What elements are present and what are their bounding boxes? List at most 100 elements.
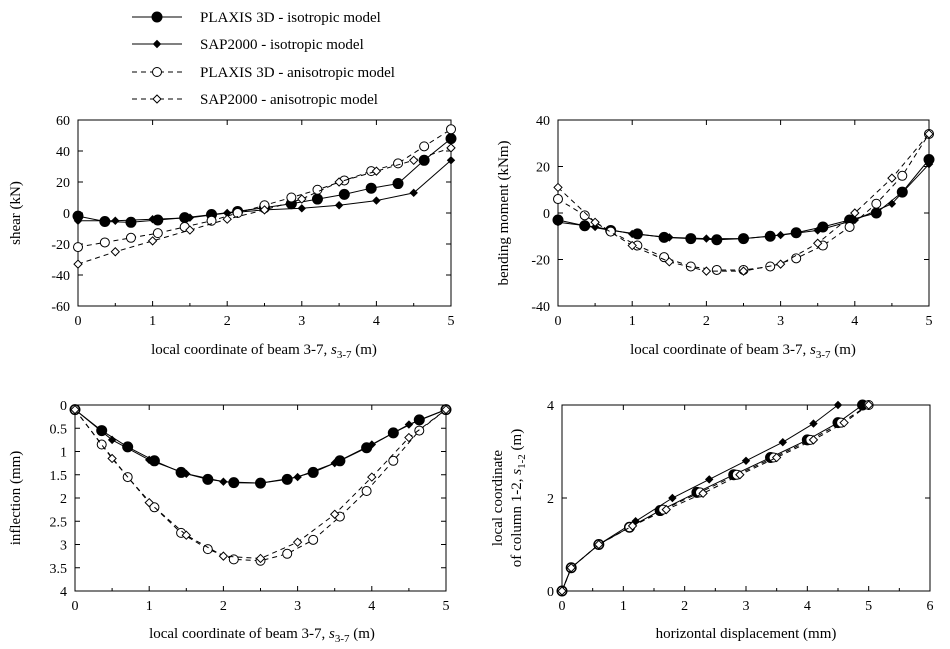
data-point [445, 133, 457, 145]
data-point [182, 469, 191, 479]
data-point [665, 233, 674, 242]
data-point [605, 226, 616, 237]
chart-shear: 0 1 2 3 4 5 -60 -40 -20 0 20 40 60 shear (kN) local … [8, 114, 457, 361]
data-point [924, 159, 934, 169]
series-line [561, 404, 863, 592]
chart-column-displacement: 0 1 2 3 4 5 6 0 2 4 local coordinate of column 1-… [490, 399, 934, 642]
data-point [408, 155, 419, 166]
x-tick-label: 4 [373, 314, 380, 329]
y-tick-label: 0.5 [50, 422, 68, 437]
data-point [702, 234, 711, 243]
y-tick-label: 60 [56, 114, 70, 129]
y-tick-label: 3.5 [50, 562, 68, 577]
y-tick-label: 1.5 [50, 469, 68, 484]
data-point [446, 156, 456, 165]
data-point [185, 213, 195, 222]
x-tick-label: 0 [559, 599, 566, 614]
data-point [668, 493, 677, 503]
legend-label: SAP2000 - isotropic model [200, 37, 364, 53]
x-tick-label: 1 [620, 599, 627, 614]
data-point [850, 215, 860, 225]
data-point [704, 475, 714, 484]
series-sap-anisotropic [557, 400, 874, 596]
data-point [334, 201, 344, 210]
data-point [775, 259, 786, 269]
data-point [627, 521, 638, 531]
data-point [334, 177, 344, 187]
data-point [70, 404, 80, 415]
legend-label: SAP2000 - anisotropic model [200, 92, 378, 108]
legend-marker [152, 94, 162, 104]
series-line [74, 409, 447, 560]
y-tick-label: 0 [543, 207, 550, 222]
data-point [282, 548, 293, 559]
data-point [553, 194, 563, 205]
data-point [850, 208, 860, 218]
data-point [222, 214, 232, 224]
data-point [698, 488, 708, 499]
data-point [338, 188, 350, 200]
data-point [409, 188, 418, 198]
data-point [738, 266, 749, 276]
data-point [812, 238, 823, 248]
y-tick-label: 20 [56, 176, 70, 191]
data-point [73, 216, 83, 225]
data-point [144, 497, 154, 508]
data-point [388, 455, 399, 466]
data-point [590, 217, 600, 228]
data-point [110, 247, 121, 257]
series-sap-isotropic [557, 400, 843, 596]
y-tick-label: 4 [547, 399, 554, 414]
x-axis-label: horizontal displacement (mm) [656, 626, 837, 642]
y-tick-label: -20 [531, 254, 550, 269]
data-point [111, 216, 120, 225]
x-axis-label: local coordinate of beam 3-7, s3-7 (m) [149, 626, 375, 645]
y-axis-label-line2: of column 1-2, s1-2 (m) [509, 429, 528, 567]
x-tick-label: 0 [72, 599, 79, 614]
y-tick-label: 20 [536, 161, 550, 176]
data-point [897, 170, 908, 181]
data-point [664, 257, 675, 267]
data-point [863, 400, 874, 410]
x-axis-label: local coordinate of beam 3-7, s3-7 (m) [630, 342, 856, 361]
series-sap-anisotropic [70, 404, 451, 564]
chart-inflection: 0 1 2 3 4 500.511.522.533.54 inflection (mm) … [8, 399, 452, 645]
y-tick-label: 4 [60, 585, 67, 600]
data-point [144, 455, 154, 465]
x-tick-label: 3 [294, 599, 301, 614]
data-point [701, 266, 712, 276]
data-point [292, 537, 303, 547]
data-point [73, 259, 83, 269]
series-line [561, 404, 839, 592]
data-point [446, 124, 456, 135]
x-tick-label: 2 [703, 314, 710, 329]
data-point [73, 242, 83, 253]
data-point [297, 204, 307, 213]
y-tick-label: 2 [60, 492, 67, 507]
plot-frame [561, 404, 931, 592]
y-tick-label: -60 [51, 300, 70, 315]
data-point [365, 182, 377, 194]
data-point [553, 182, 563, 193]
data-point [659, 252, 670, 263]
data-point [791, 253, 802, 264]
x-tick-label: 5 [448, 314, 455, 329]
data-point [771, 452, 782, 463]
data-point [739, 234, 748, 243]
data-point [330, 458, 339, 468]
data-point [741, 456, 751, 466]
legend-marker [151, 11, 163, 23]
y-tick-label: 2.5 [50, 515, 68, 530]
x-tick-label: 6 [927, 599, 934, 614]
data-point [311, 193, 323, 205]
x-axis-label: local coordinate of beam 3-7, s3-7 (m) [151, 342, 377, 361]
data-point [557, 586, 567, 596]
data-point [308, 534, 319, 545]
x-tick-label: 2 [220, 599, 227, 614]
data-point [579, 210, 590, 221]
data-point [414, 425, 425, 436]
data-point [107, 453, 117, 464]
data-point [844, 221, 855, 232]
legend-marker [152, 67, 162, 77]
